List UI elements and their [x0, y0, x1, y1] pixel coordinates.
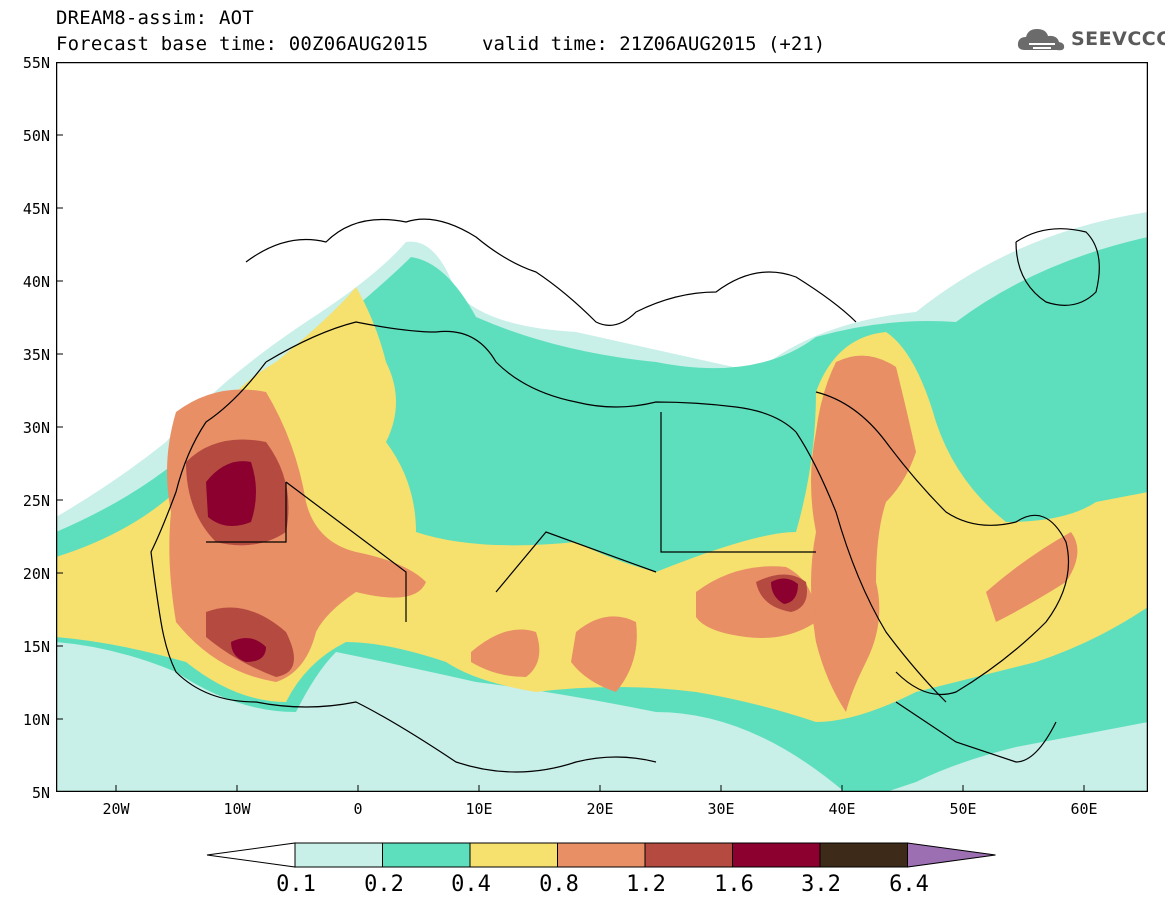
lat-label: 30N	[22, 419, 50, 437]
lat-label: 50N	[22, 127, 50, 145]
colorbar-label: 0.1	[276, 872, 316, 897]
coastline-mediterranean-south	[265, 321, 797, 433]
coastlines	[150, 218, 1100, 773]
border-sahara-2	[285, 481, 407, 622]
colorbar-segment	[294, 842, 383, 868]
lat-label: 5N	[31, 784, 50, 802]
coastline-horn-africa	[895, 701, 1057, 763]
coastline-arabia	[815, 391, 1070, 696]
colorbar-label: 0.2	[364, 872, 404, 897]
seevccc-logo: SEEVCCC	[1015, 22, 1165, 58]
lon-label: 60E	[1070, 800, 1098, 818]
lat-label: 15N	[22, 638, 50, 656]
colorbar-segment	[469, 842, 558, 868]
lat-label: 45N	[22, 200, 50, 218]
valid-time: valid time: 21Z06AUG2015 (+21)	[482, 33, 826, 55]
lon-label: 10E	[465, 800, 493, 818]
lat-label: 25N	[22, 492, 50, 510]
aot-contour-1.6-mali	[231, 638, 266, 662]
aot-contour-0.8-oman	[986, 532, 1078, 622]
colorbar-label: 3.2	[801, 872, 841, 897]
colorbar-arrow-low	[206, 842, 296, 868]
colorbar-segment	[732, 842, 821, 868]
forecast-base-time: Forecast base time: 00Z06AUG2015	[56, 33, 429, 55]
logo-text: SEEVCCC	[1071, 28, 1165, 50]
coastline-europe	[245, 218, 857, 326]
colorbar-segment	[644, 842, 733, 868]
aot-contour-0.8-arabia	[811, 355, 916, 712]
lon-label: 50E	[949, 800, 977, 818]
lat-label: 55N	[22, 54, 50, 72]
aot-field	[56, 212, 1148, 792]
lat-label: 10N	[22, 711, 50, 729]
colorbar-label: 1.2	[626, 872, 666, 897]
lat-label: 20N	[22, 565, 50, 583]
lon-label: 40E	[828, 800, 856, 818]
lat-label: 40N	[22, 273, 50, 291]
colorbar-segment	[382, 842, 471, 868]
axis-ticks	[56, 62, 1085, 792]
coastline-west-africa	[150, 361, 657, 773]
cloud-icon	[1017, 29, 1065, 51]
colorbar-arrow-high	[907, 842, 996, 868]
map-title: DREAM8-assim: AOT	[56, 7, 254, 29]
colorbar-label: 0.8	[539, 872, 579, 897]
border-libya-egypt	[660, 412, 816, 553]
border-niger-chad	[495, 531, 657, 593]
border-sahara-1	[206, 482, 287, 543]
colorbar-label: 1.6	[714, 872, 754, 897]
lon-label: 20E	[586, 800, 614, 818]
colorbar-segment	[819, 842, 908, 868]
lat-label: 35N	[22, 346, 50, 364]
colorbar-label: 0.4	[451, 872, 491, 897]
lon-label: 10W	[223, 800, 251, 818]
aot-colorbar	[206, 842, 996, 868]
coastline-caspian	[1015, 228, 1100, 306]
colorbar-label: 6.4	[889, 872, 929, 897]
aot-contour-1.6-west	[206, 461, 256, 526]
coastline-red-sea	[795, 431, 947, 703]
aot-contour-0.8-niger	[471, 629, 540, 677]
lon-label: 20W	[102, 800, 130, 818]
aot-contour-1.6-sudan	[771, 578, 798, 604]
colorbar-segment	[557, 842, 646, 868]
lon-label: 0	[353, 800, 363, 818]
aot-map	[56, 62, 1148, 792]
lon-label: 30E	[707, 800, 735, 818]
aot-contour-0.8-chad	[571, 616, 637, 692]
